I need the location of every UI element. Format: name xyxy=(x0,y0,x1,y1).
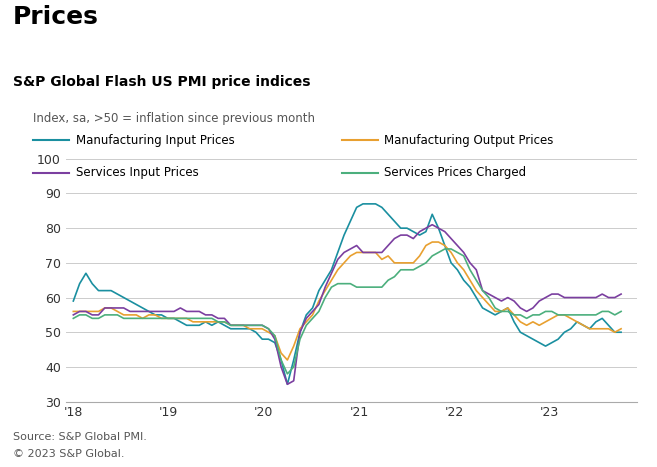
Text: Manufacturing Input Prices: Manufacturing Input Prices xyxy=(76,134,235,147)
Text: Services Input Prices: Services Input Prices xyxy=(76,166,198,179)
Text: Services Prices Charged: Services Prices Charged xyxy=(384,166,526,179)
Text: © 2023 S&P Global.: © 2023 S&P Global. xyxy=(13,449,125,459)
Text: S&P Global Flash US PMI price indices: S&P Global Flash US PMI price indices xyxy=(13,75,311,89)
Text: Manufacturing Output Prices: Manufacturing Output Prices xyxy=(384,134,554,147)
Text: Prices: Prices xyxy=(13,5,99,28)
Text: Source: S&P Global PMI.: Source: S&P Global PMI. xyxy=(13,432,147,442)
Text: Index, sa, >50 = inflation since previous month: Index, sa, >50 = inflation since previou… xyxy=(33,112,315,125)
